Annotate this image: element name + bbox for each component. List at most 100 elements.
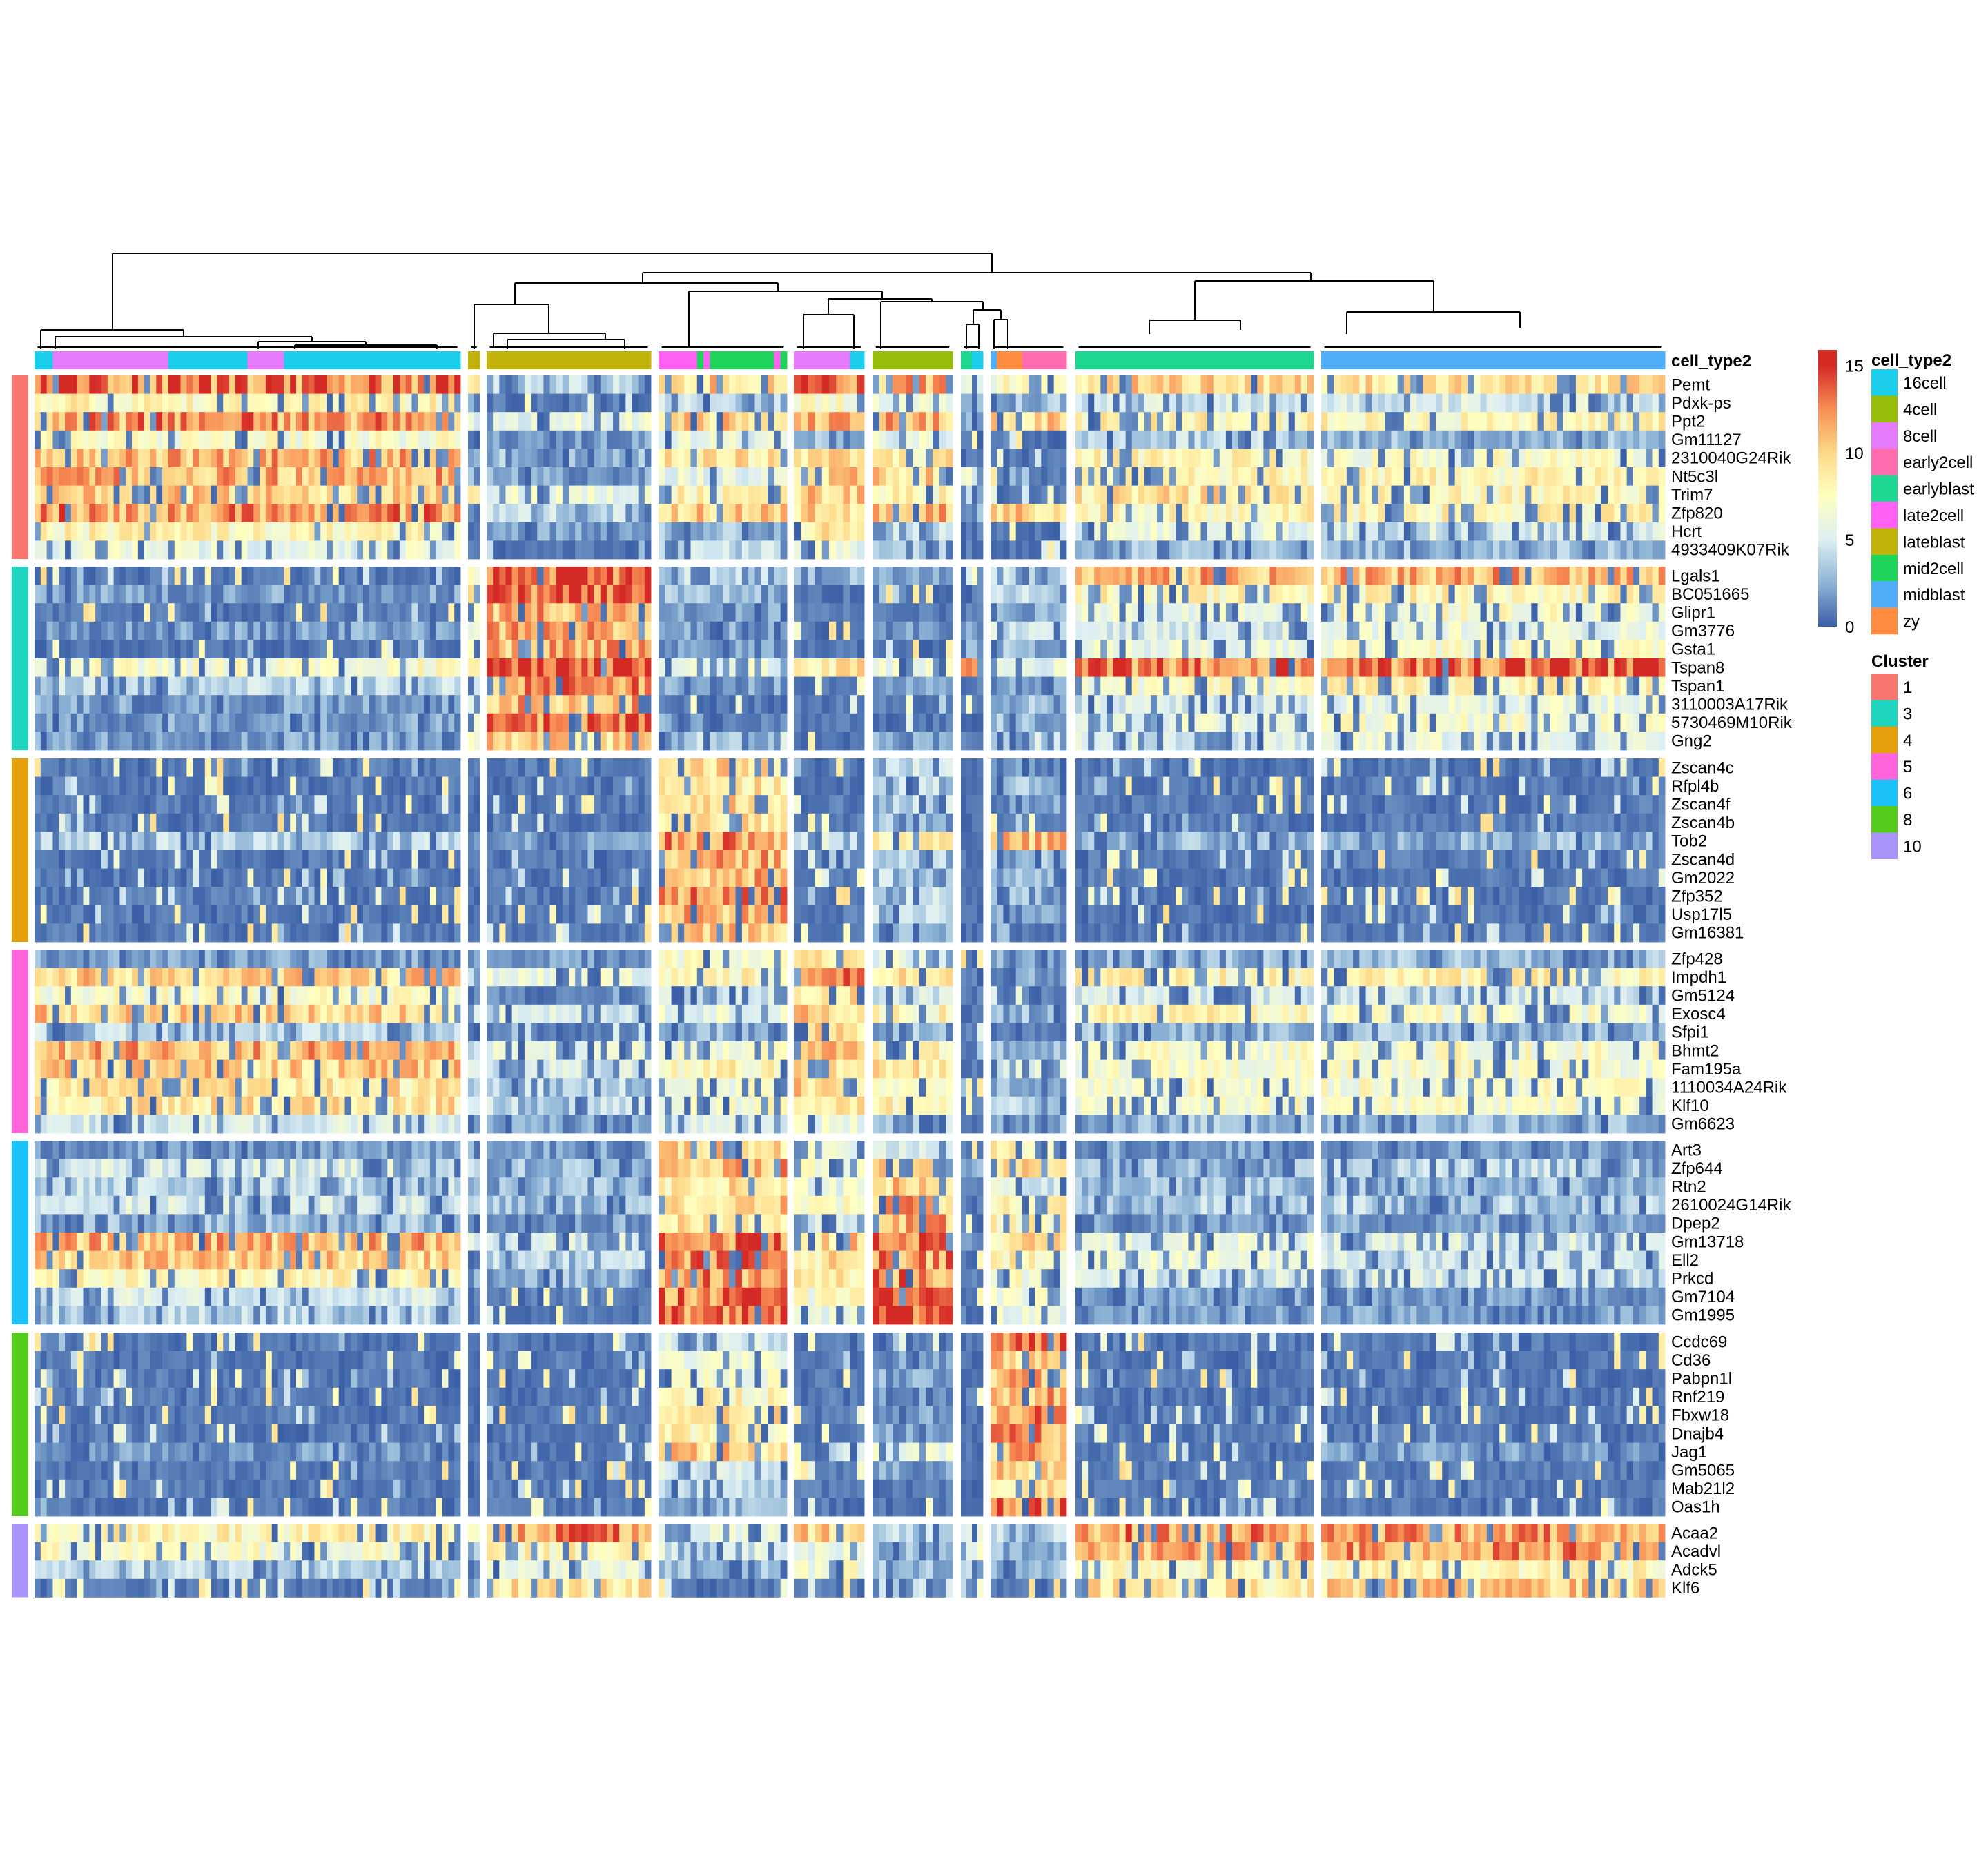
heatmap-cell	[1442, 621, 1449, 640]
heatmap-cell	[393, 393, 400, 413]
heatmap-cell	[696, 695, 704, 714]
heatmap-cell	[723, 640, 730, 659]
heatmap-cell	[1327, 375, 1334, 394]
heatmap-cell	[562, 393, 569, 413]
heatmap-cell	[977, 732, 984, 751]
heatmap-cell	[1633, 695, 1640, 714]
heatmap-cell	[1176, 375, 1182, 394]
heatmap-cell	[1403, 485, 1411, 504]
heatmap-cell	[271, 375, 278, 394]
heatmap-cell	[1169, 676, 1176, 696]
heatmap-cell	[1182, 640, 1189, 659]
heatmap-cell	[1557, 412, 1563, 431]
heatmap-cell	[1614, 658, 1621, 677]
heatmap-cell	[308, 449, 315, 468]
heatmap-cell	[156, 640, 163, 659]
heatmap-cell	[320, 412, 327, 431]
heatmap-cell	[1601, 585, 1608, 604]
heatmap-cell	[1505, 522, 1513, 541]
heatmap-cell	[684, 522, 691, 541]
heatmap-cell	[1512, 412, 1519, 431]
heatmap-cell	[919, 412, 926, 431]
heatmap-cell	[362, 449, 370, 468]
heatmap-cell	[1225, 567, 1233, 585]
heatmap-cell	[46, 658, 53, 677]
heatmap-cell	[351, 640, 358, 659]
heatmap-cell	[1486, 585, 1494, 604]
heatmap-cell	[1263, 467, 1270, 486]
heatmap-cell	[344, 640, 351, 659]
heatmap-cell	[162, 467, 169, 486]
heatmap-cell	[1119, 430, 1127, 449]
heatmap-cell	[619, 640, 626, 659]
heatmap-cell	[829, 603, 837, 622]
column-dendrogram	[37, 253, 1662, 349]
heatmap-cell	[1321, 522, 1328, 541]
heatmap-cell	[1531, 522, 1538, 541]
heatmap-cell	[290, 640, 297, 659]
heatmap-cell	[518, 522, 525, 541]
heatmap-cell	[1138, 732, 1145, 751]
heatmap-cell	[253, 504, 260, 523]
heatmap-cell	[1053, 585, 1061, 604]
heatmap-cell	[65, 603, 72, 622]
heatmap-cell	[1213, 658, 1220, 677]
heatmap-cell	[1601, 393, 1608, 413]
heatmap-cell	[1537, 430, 1545, 449]
heatmap-cell	[857, 567, 865, 585]
heatmap-cell	[1499, 695, 1506, 714]
heatmap-cell	[1245, 676, 1251, 696]
heatmap-cell	[1075, 585, 1082, 604]
heatmap-cell	[1053, 467, 1061, 486]
heatmap-cell	[1436, 640, 1443, 659]
heatmap-cell	[113, 504, 120, 523]
heatmap-cell	[972, 640, 978, 659]
heatmap-cell	[387, 522, 394, 541]
heatmap-cell	[144, 585, 150, 604]
heatmap-cell	[1448, 540, 1456, 560]
heatmap-cell	[961, 467, 967, 486]
heatmap-cell	[1138, 430, 1145, 449]
heatmap-cell	[1588, 375, 1595, 394]
heatmap-cell	[1595, 467, 1602, 486]
heatmap-cell	[1582, 522, 1589, 541]
heatmap-cell	[1365, 430, 1373, 449]
heatmap-cell	[1251, 713, 1258, 732]
heatmap-cell	[939, 467, 946, 486]
heatmap-cell	[754, 603, 762, 622]
heatmap-cell	[569, 412, 576, 431]
heatmap-cell	[351, 540, 358, 560]
heatmap-cell	[1207, 522, 1214, 541]
heatmap-cell	[1088, 567, 1095, 585]
heatmap-cell	[836, 585, 844, 604]
heatmap-cell	[107, 585, 114, 604]
heatmap-cell	[198, 467, 206, 486]
heatmap-cell	[1060, 640, 1067, 659]
heatmap-cell	[198, 658, 206, 677]
heatmap-cell	[436, 695, 442, 714]
cell-type-annotation-lateblast	[468, 351, 480, 369]
heatmap-cell	[1207, 732, 1214, 751]
heatmap-cell	[808, 449, 815, 468]
heatmap-cell	[1194, 449, 1201, 468]
heatmap-cell	[46, 467, 53, 486]
heatmap-cell	[1219, 485, 1227, 504]
heatmap-cell	[442, 540, 449, 560]
heatmap-cell	[162, 540, 169, 560]
heatmap-cell	[1454, 430, 1462, 449]
heatmap-cell	[1041, 658, 1048, 677]
heatmap-cell	[1238, 621, 1245, 640]
heatmap-cell	[52, 640, 59, 659]
heatmap-cell	[1035, 412, 1042, 431]
heatmap-cell	[1282, 658, 1289, 677]
heatmap-cell	[1231, 567, 1239, 585]
heatmap-cell	[1188, 467, 1195, 486]
heatmap-cell	[1207, 467, 1214, 486]
heatmap-cell	[850, 621, 858, 640]
heatmap-cell	[338, 695, 345, 714]
heatmap-cell	[939, 375, 946, 394]
heatmap-cell	[569, 567, 576, 585]
heatmap-cell	[801, 621, 808, 640]
heatmap-cell	[710, 585, 717, 604]
